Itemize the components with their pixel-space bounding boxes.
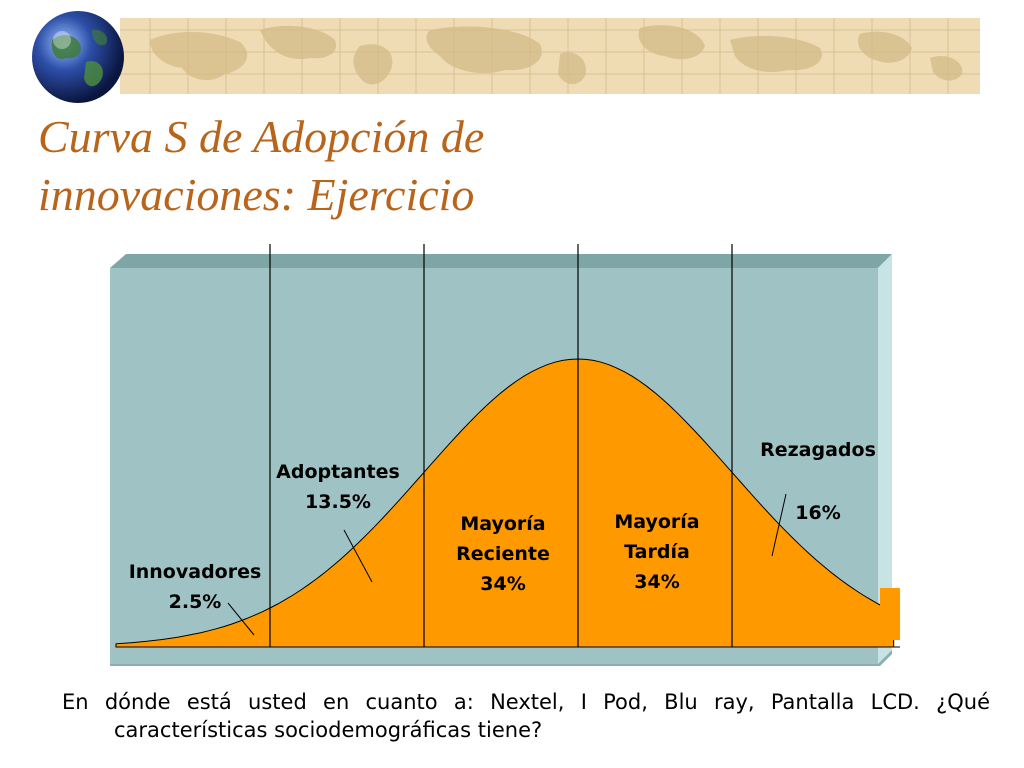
segment-label-mayoria-reciente: Mayoría Reciente 34% xyxy=(456,513,550,595)
slide-title: Curva S de Adopción de innovaciones: Eje… xyxy=(38,108,738,224)
segment-label-rezagados: Rezagados xyxy=(760,439,876,461)
segment-label-line: 2.5% xyxy=(169,591,222,613)
segment-label-innovadores: Innovadores 2.5% xyxy=(129,561,262,613)
segment-label-line: Reciente xyxy=(456,543,550,565)
question-text: En dónde está usted en cuanto a: Nextel,… xyxy=(62,690,990,742)
segment-label-line: Mayoría xyxy=(460,513,545,535)
segment-label-line: Mayoría xyxy=(614,511,699,533)
label-leader-line xyxy=(771,493,787,557)
segment-label-line: Adoptantes xyxy=(276,461,400,483)
segment-label-line: Rezagados xyxy=(760,439,876,461)
segment-label-line: 34% xyxy=(480,573,525,595)
world-map-banner xyxy=(32,11,980,103)
label-leader-line xyxy=(343,529,373,583)
panel-side-bevel xyxy=(878,254,892,664)
segment-label-line: Innovadores xyxy=(129,561,262,583)
segment-label-line: Tardía xyxy=(624,541,690,563)
segment-labels: Innovadores 2.5% Adoptantes 13.5% Mayoría Rec… xyxy=(129,439,876,613)
label-leader-line xyxy=(227,602,255,636)
segment-label-line: 13.5% xyxy=(305,491,371,513)
panel-top-bevel xyxy=(110,254,892,268)
segment-label-line: 34% xyxy=(634,571,679,593)
label-leader-lines xyxy=(227,493,787,636)
curve-cutoff-edge xyxy=(880,588,900,640)
segment-label-mayoria-tardia: Mayoría Tardía 34% xyxy=(614,511,699,593)
segment-boundaries xyxy=(269,244,733,647)
slide-title-line-2: innovaciones: Ejercicio xyxy=(38,169,475,220)
segment-label-adoptantes: Adoptantes 13.5% xyxy=(276,461,400,513)
segment-share-rezagados: 16% xyxy=(795,502,840,524)
globe-icon xyxy=(32,11,124,103)
slide-title-line-1: Curva S de Adopción de xyxy=(38,111,485,162)
map-continents xyxy=(150,25,963,85)
panel-bottom-shadow xyxy=(110,650,892,666)
